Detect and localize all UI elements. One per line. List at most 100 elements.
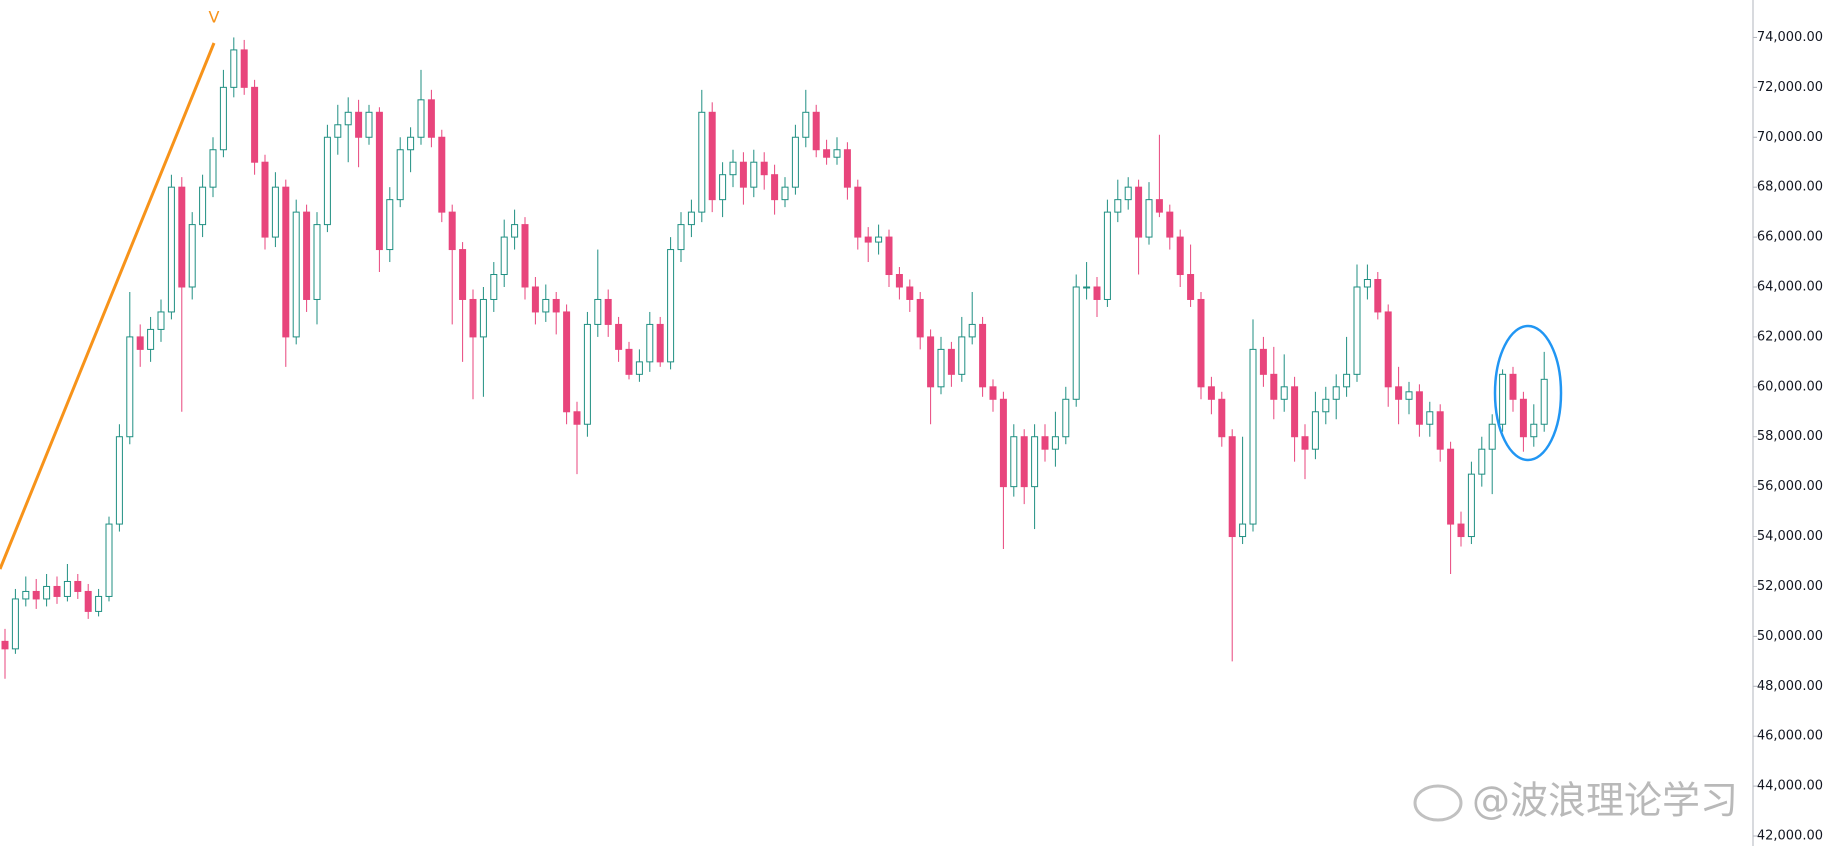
- y-tick-label: 62,000.00: [1757, 329, 1823, 344]
- candle-body: [563, 311, 571, 413]
- candle-body: [490, 274, 498, 300]
- y-tick-label: 72,000.00: [1757, 80, 1823, 95]
- candle-body: [698, 111, 706, 213]
- candle-body: [1249, 348, 1257, 525]
- candle-body: [875, 236, 883, 243]
- candle-body: [32, 590, 40, 600]
- candle-body: [812, 111, 820, 151]
- candle-body: [1374, 279, 1382, 313]
- candle-body: [1041, 436, 1049, 450]
- candle-body: [209, 149, 217, 188]
- candle-body: [1436, 411, 1444, 450]
- y-tick-label: 50,000.00: [1757, 629, 1823, 644]
- candle-body: [199, 186, 207, 226]
- candle-body: [1259, 348, 1267, 375]
- candle-body: [646, 323, 654, 363]
- candle-body: [1093, 286, 1101, 300]
- candle-body: [344, 111, 352, 126]
- candle-body: [635, 361, 643, 375]
- candle-body: [583, 323, 591, 425]
- candle-body: [1426, 411, 1434, 425]
- candle-body: [178, 186, 186, 288]
- candle-body: [1010, 436, 1018, 488]
- candle-body: [864, 236, 872, 243]
- candle-body: [999, 398, 1007, 488]
- candle-body: [1145, 199, 1153, 238]
- candle-body: [1447, 448, 1455, 525]
- candle-body: [1197, 298, 1205, 388]
- candle-body: [802, 111, 810, 138]
- candle-body: [396, 149, 404, 201]
- candle-body: [843, 149, 851, 188]
- candle-body: [1051, 436, 1059, 450]
- candle-body: [1499, 373, 1507, 425]
- candle-body: [1103, 211, 1111, 300]
- y-tick-label: 60,000.00: [1757, 379, 1823, 394]
- candle-body: [1176, 236, 1184, 276]
- candle-body: [261, 161, 269, 238]
- candle-body: [791, 136, 799, 188]
- candle-body: [1218, 398, 1226, 438]
- candle-body: [438, 136, 446, 213]
- candle-body: [750, 161, 758, 188]
- candle-body: [947, 348, 955, 375]
- candle-body: [386, 199, 394, 251]
- candle-body: [719, 174, 727, 201]
- candle-body: [188, 224, 196, 288]
- candle-body: [1228, 436, 1236, 538]
- candle-body: [833, 149, 841, 158]
- candle-body: [979, 323, 987, 388]
- candle-body: [1384, 311, 1392, 388]
- candle-body: [365, 111, 373, 138]
- candle-body: [1343, 373, 1351, 388]
- candle-body: [84, 590, 92, 612]
- candle-body: [219, 86, 227, 151]
- candle-body: [157, 311, 165, 330]
- watermark: @波浪理论学习: [1413, 779, 1738, 823]
- candle-body: [511, 224, 519, 238]
- candle-body: [1395, 386, 1403, 400]
- y-tick-label: 64,000.00: [1757, 279, 1823, 294]
- candle-body: [1155, 199, 1163, 213]
- wave-label: V: [209, 8, 220, 27]
- candle-body: [1270, 373, 1278, 400]
- candle-body: [1, 640, 9, 650]
- candle-body: [323, 136, 331, 226]
- candle-body: [615, 323, 623, 350]
- candle-body: [375, 111, 383, 251]
- candle-body: [43, 585, 51, 600]
- candle-body: [1083, 286, 1091, 289]
- candle-body: [459, 249, 467, 300]
- candle-body: [781, 186, 789, 201]
- candle-body: [1530, 423, 1538, 438]
- candle-body: [1322, 398, 1330, 413]
- candle-body: [916, 298, 924, 338]
- candle-body: [417, 99, 425, 138]
- candle-body: [677, 224, 685, 251]
- highlight-ellipse: [1493, 324, 1563, 462]
- candle-body: [594, 298, 602, 325]
- candle-body: [115, 436, 123, 525]
- candle-body: [407, 136, 415, 151]
- candle-body: [469, 298, 477, 338]
- candle-body: [271, 186, 279, 238]
- candle-body: [282, 186, 290, 338]
- candle-body: [968, 323, 976, 338]
- candles: [1, 37, 1548, 679]
- candle-body: [313, 224, 321, 300]
- candle-body: [760, 161, 768, 176]
- candle-body: [105, 523, 113, 597]
- y-tick-label: 52,000.00: [1757, 579, 1823, 594]
- candle-body: [1519, 398, 1527, 438]
- candle-body: [771, 174, 779, 201]
- candle-body: [739, 161, 747, 188]
- watermark-logo: [1413, 784, 1463, 822]
- y-tick-label: 42,000.00: [1757, 829, 1823, 844]
- candle-body: [1488, 423, 1496, 450]
- candle-body: [126, 336, 134, 438]
- candle-body: [147, 328, 155, 350]
- candle-body: [1020, 436, 1028, 488]
- y-tick-label: 74,000.00: [1757, 30, 1823, 45]
- candle-body: [11, 598, 19, 650]
- y-tick-label: 70,000.00: [1757, 130, 1823, 145]
